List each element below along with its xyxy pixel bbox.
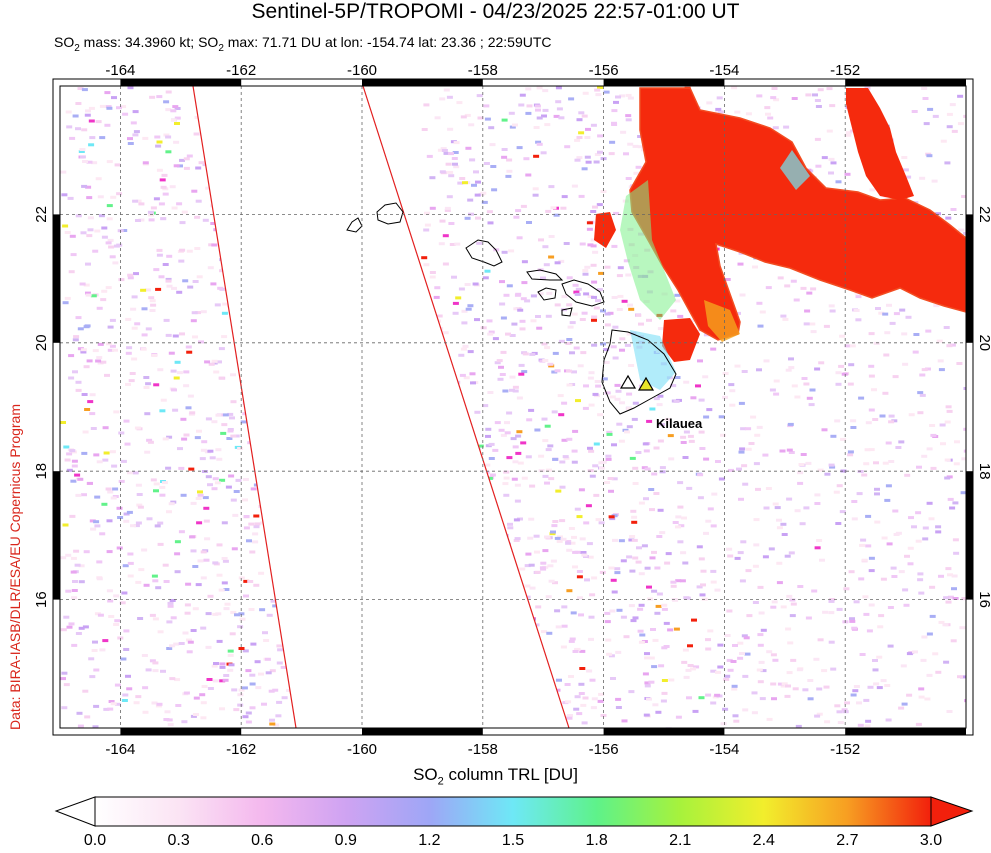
island-lanai [537,287,557,301]
volcano-marker-maunaloa [619,374,637,389]
lon-tick-top: -152 [830,62,860,79]
lon-tick-top: -154 [709,62,739,79]
lon-tick-top: -158 [468,62,498,79]
longitude-ticks: -164 -164 -162 -162 -160 -160 -158 -158 -156 -156… [105,62,860,758]
lat-tick-left: 20 [33,334,50,351]
map-area [60,86,966,728]
frame-bar-left [53,214,60,343]
lon-tick-bottom: -156 [589,741,619,758]
frame-bar-top [362,79,483,86]
frame-bar-top [845,79,966,86]
lat-tick-right: 16 [976,591,991,608]
map-border [59,85,967,729]
colorbar-tick-label: 1.8 [585,832,608,849]
colorbar-label-suffix: column TRL [DU] [443,765,578,784]
latitude-ticks: 16 16 18 18 20 20 22 22 [33,206,991,608]
colorbar-tick-label: 2.4 [752,832,775,849]
so2-label-1: SO [54,34,75,50]
island-oahu [465,239,503,267]
frame-bar-right [966,471,973,600]
lat-tick-left: 22 [33,206,50,223]
lon-tick-bottom: -158 [468,741,498,758]
so2-max-text: max: 71.71 DU at lon: -154.74 lat: 23.36… [223,34,552,50]
swath-edge-west [192,86,297,728]
volcano-marker-kilauea [637,376,655,391]
colorbar-label-prefix: SO [413,765,438,784]
graticule [60,86,966,728]
frame-bar-bottom [120,728,242,735]
lat-tick-right: 22 [976,206,991,223]
map-title: Sentinel-5P/TROPOMI - 04/23/2025 22:57-0… [251,0,740,23]
frame-bar-top [603,79,725,86]
colorbar-tick-label: 0.9 [334,832,357,849]
colorbar-label: SO2 column TRL [DU] [0,765,991,787]
colorbar [54,796,974,827]
lat-tick-right: 18 [976,463,991,480]
lon-tick-top: -162 [226,62,256,79]
island-kahoolawe [561,307,573,317]
colorbar-tick-label: 2.7 [836,832,859,849]
island-kauai [376,202,404,225]
lon-tick-top: -160 [347,62,377,79]
lon-tick-bottom: -162 [226,741,256,758]
colorbar-tick-label: 0.6 [251,832,274,849]
frame-bar-right [966,214,973,343]
colorbar-tick-label: 1.2 [418,832,441,849]
plume-north-arm [846,88,914,200]
frame-outline [52,78,974,736]
colorbar-tick-label: 0.3 [167,832,190,849]
map-frame [52,78,974,736]
subscript-1: 2 [74,42,80,54]
colorbar-tick-label: 2.1 [669,832,692,849]
colorbar-tick-label: 3.0 [919,832,943,849]
so2-mass-text: mass: 34.3960 kt; SO [79,34,219,50]
frame-bar-bottom [603,728,725,735]
island-niihau [346,217,363,233]
lat-tick-left: 16 [33,591,50,608]
colorbar-label-subscript: 2 [437,775,444,788]
subscript-2: 2 [218,42,224,54]
plume-edge-green [620,180,676,320]
colorbar-over-arrow [930,796,974,827]
plume-near-kilauea [662,318,700,362]
plume-edge-cyan-2 [630,330,676,390]
plume-edge-orange [704,300,740,342]
lon-tick-bottom: -152 [830,741,860,758]
frame-bar-bottom [845,728,966,735]
swath-edge-east [362,86,570,728]
lat-tick-right: 20 [976,334,991,351]
lon-tick-bottom: -160 [347,741,377,758]
frame-bar-top [120,79,242,86]
lon-tick-bottom: -164 [105,741,135,758]
lat-tick-left: 18 [33,463,50,480]
map-subtitle: SO2 mass: 34.3960 kt; SO2 max: 71.71 DU … [54,34,552,57]
swath-gap [193,86,569,728]
coastlines [346,202,677,415]
lon-tick-bottom: -154 [709,741,739,758]
colorbar-strip [94,796,932,827]
frame-bar-left [53,471,60,600]
island-maui [561,279,605,307]
colorbar-tick-label: 0.0 [83,832,107,849]
frame-bar-bottom [362,728,483,735]
plume-edge-cyan [780,150,810,190]
lon-tick-top: -156 [589,62,619,79]
colorbar-tick-label: 1.5 [501,832,525,849]
lon-tick-top: -164 [105,62,135,79]
volcano-label: Kilauea [656,416,703,431]
island-molokai [526,269,564,281]
colorbar-under-arrow [54,796,96,827]
plume-fragment [594,212,616,248]
